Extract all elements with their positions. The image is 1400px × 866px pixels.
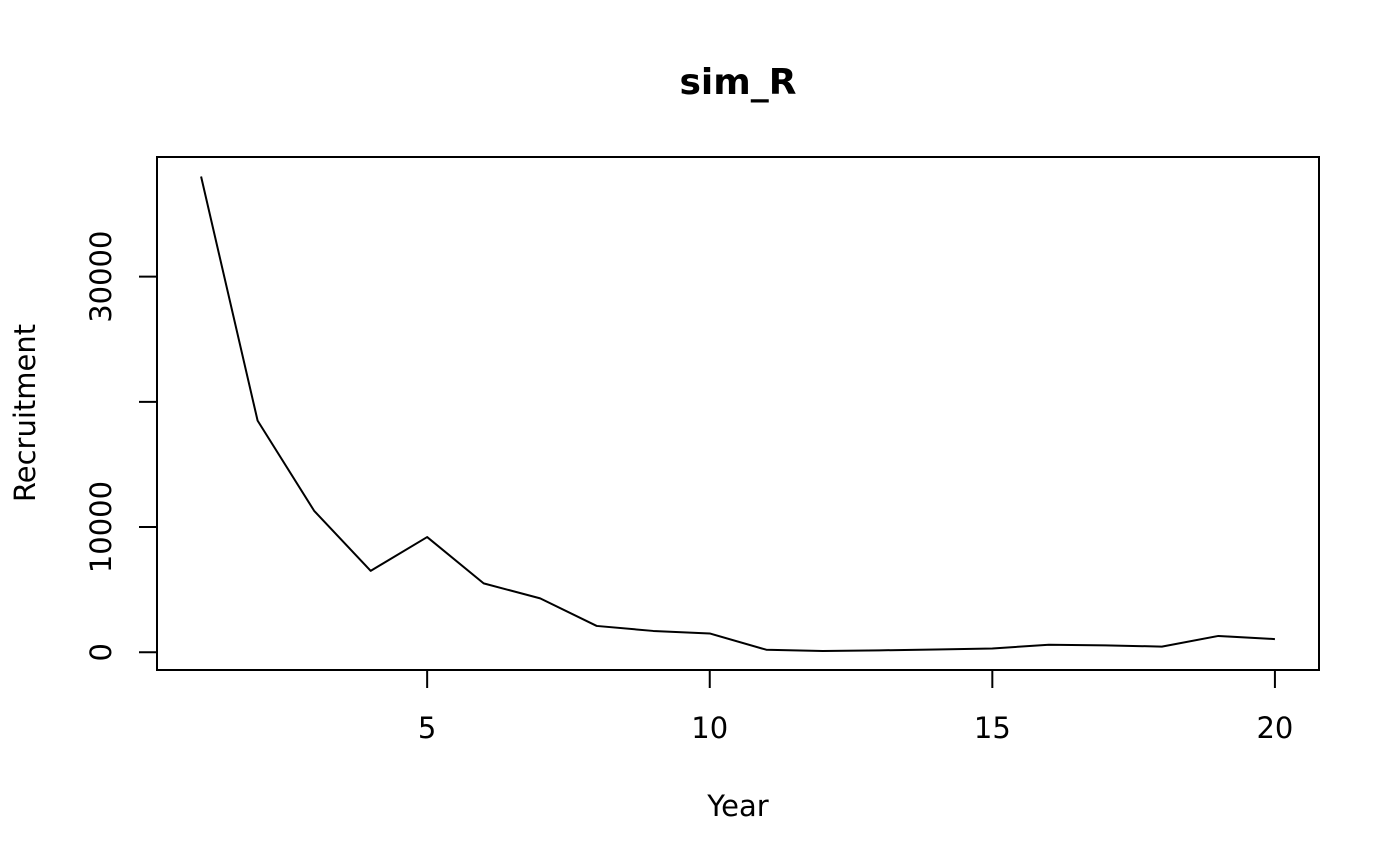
x-tick-label: 10 [691, 711, 728, 745]
y-axis: 0 10000 30000 [84, 231, 158, 661]
x-axis: 5 10 15 20 [418, 669, 1293, 745]
x-tick-label: 15 [974, 711, 1011, 745]
chart-title: sim_R [680, 62, 797, 103]
y-tick-label: 30000 [84, 231, 118, 323]
y-tick-label: 10000 [84, 481, 118, 573]
series-group [200, 176, 1275, 652]
y-tick-label: 0 [84, 643, 118, 661]
series-line [200, 176, 1275, 652]
x-tick-label: 5 [418, 711, 436, 745]
y-axis-label: Recruitment [8, 324, 42, 502]
x-tick-label: 20 [1256, 711, 1293, 745]
plot-frame [156, 156, 1320, 671]
x-axis-label: Year [706, 789, 768, 823]
